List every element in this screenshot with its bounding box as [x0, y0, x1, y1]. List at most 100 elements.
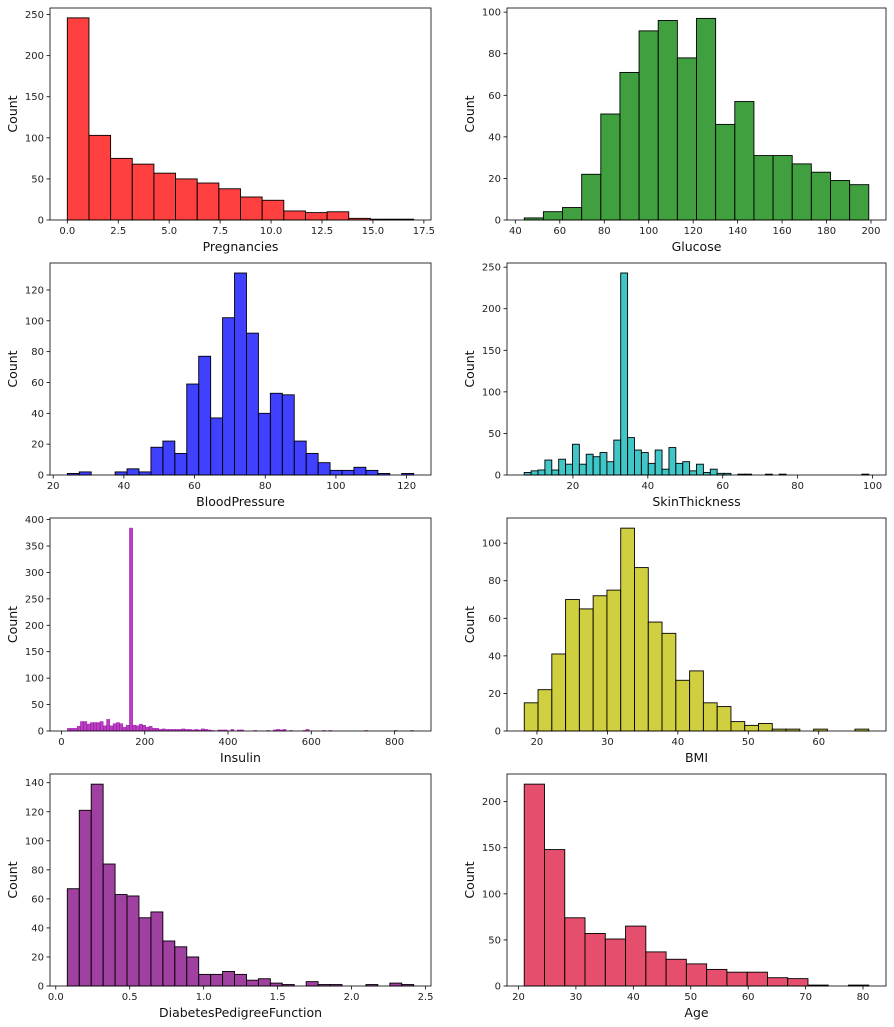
y-tick-label: 20 [488, 174, 501, 185]
x-tick-label: 20 [531, 737, 544, 748]
y-tick-label: 100 [482, 889, 501, 900]
x-tick-label: 30 [601, 737, 614, 748]
histogram-bar [565, 599, 580, 732]
histogram-bar [198, 973, 212, 987]
histogram-bar [600, 113, 621, 221]
histogram-bar [305, 452, 319, 476]
y-axis-label: Count [462, 861, 477, 898]
x-tick-label: 15.0 [362, 226, 384, 237]
x-tick-label: 2.0 [344, 992, 360, 1003]
histogram-bar [175, 178, 198, 221]
x-tick-label: 60 [812, 737, 825, 748]
histogram-bar [78, 809, 92, 987]
histogram-bar [78, 471, 92, 476]
histogram-bar [657, 20, 678, 221]
x-tick-label: 5.0 [161, 226, 177, 237]
histogram-bar [592, 456, 601, 476]
y-tick-label: 40 [31, 923, 44, 934]
histogram-bar [558, 458, 567, 476]
x-tick-label: 100 [639, 226, 658, 237]
x-tick-label: 200 [861, 226, 880, 237]
y-tick-label: 20 [31, 440, 44, 451]
histogram-bar [132, 724, 137, 732]
axes-frame [506, 773, 887, 987]
histogram-bar [640, 452, 649, 476]
histogram-bar [80, 721, 84, 732]
histogram-bar [76, 726, 81, 732]
x-tick-label: 40 [118, 481, 131, 492]
x-axis-label: Pregnancies [203, 239, 279, 254]
histogram-bar [706, 968, 728, 987]
histogram-bar [269, 392, 283, 476]
y-tick-label: 150 [482, 346, 501, 357]
histogram-bar [634, 449, 642, 476]
histogram-bar [162, 940, 176, 987]
histogram-bar [103, 725, 107, 732]
x-tick-label: 17.5 [413, 226, 435, 237]
histogram-bar [174, 946, 188, 987]
y-tick-label: 80 [488, 49, 501, 60]
y-tick-label: 100 [482, 387, 501, 398]
histogram-bar [787, 978, 809, 987]
histogram-bar [293, 440, 307, 476]
y-tick-label: 100 [482, 539, 501, 550]
histogram-bar [257, 978, 271, 987]
histogram-bar [150, 446, 164, 476]
histogram-bar [240, 196, 263, 221]
histogram-bar [606, 589, 622, 732]
histogram-bar [186, 956, 200, 987]
histogram-bar [122, 727, 127, 732]
histogram-bar [584, 933, 606, 987]
y-axis-label: Count [462, 606, 477, 643]
histogram-bar [281, 394, 295, 476]
x-tick-label: 10.0 [260, 226, 282, 237]
histogram-bar [112, 723, 117, 732]
histogram-bar [102, 863, 116, 987]
histogram-bar [234, 272, 247, 476]
y-tick-label: 400 [25, 515, 44, 526]
y-tick-label: 150 [25, 647, 44, 658]
histogram-bar [138, 917, 152, 987]
histogram-bar [210, 417, 224, 476]
y-tick-label: 200 [25, 51, 44, 62]
x-tick-label: 160 [773, 226, 792, 237]
histogram-bar [119, 723, 124, 732]
axes-frame [506, 7, 887, 221]
histogram-bar [730, 721, 746, 732]
x-tick-label: 600 [302, 737, 321, 748]
histogram-bar [150, 911, 164, 987]
histogram-bar [523, 702, 539, 732]
histogram-bar [696, 17, 717, 221]
histogram-bar [645, 951, 667, 987]
x-axis-label: Glucose [672, 239, 722, 254]
y-tick-label: 150 [482, 843, 501, 854]
axes-frame [49, 262, 432, 476]
histogram-bar [565, 463, 573, 476]
x-tick-label: 50 [742, 737, 755, 748]
histogram-bar [329, 469, 343, 476]
histogram-bar [668, 447, 677, 476]
y-tick-label: 250 [25, 10, 44, 21]
x-tick-label: 7.5 [212, 226, 228, 237]
histogram-bar [689, 470, 697, 476]
x-tick-label: 0 [58, 737, 64, 748]
y-tick-label: 150 [25, 92, 44, 103]
axes-frame [506, 517, 887, 732]
subplot-insulin: 0 200 400 600 800 0 50 100 150 200 250 300 350 400 Ins… [5, 515, 432, 765]
histogram-bar [716, 706, 732, 732]
histogram-bar [114, 894, 128, 987]
histogram-bar [709, 468, 718, 476]
histogram-bar [689, 670, 704, 732]
x-tick-label: 400 [218, 737, 237, 748]
histogram-bar [634, 567, 649, 732]
x-axis-label: SkinThickness [652, 494, 740, 509]
x-tick-label: 0.0 [59, 226, 75, 237]
x-tick-label: 20 [567, 481, 580, 492]
subplot-skinthickness: 20 40 60 80 100 0 50 100 150 200 250 SkinThickness C… [462, 262, 887, 509]
y-tick-label: 100 [482, 8, 501, 19]
x-tick-label: 20 [512, 992, 525, 1003]
histogram-bar [261, 199, 285, 221]
x-axis-label: Insulin [220, 750, 261, 765]
y-tick-label: 350 [25, 542, 44, 553]
